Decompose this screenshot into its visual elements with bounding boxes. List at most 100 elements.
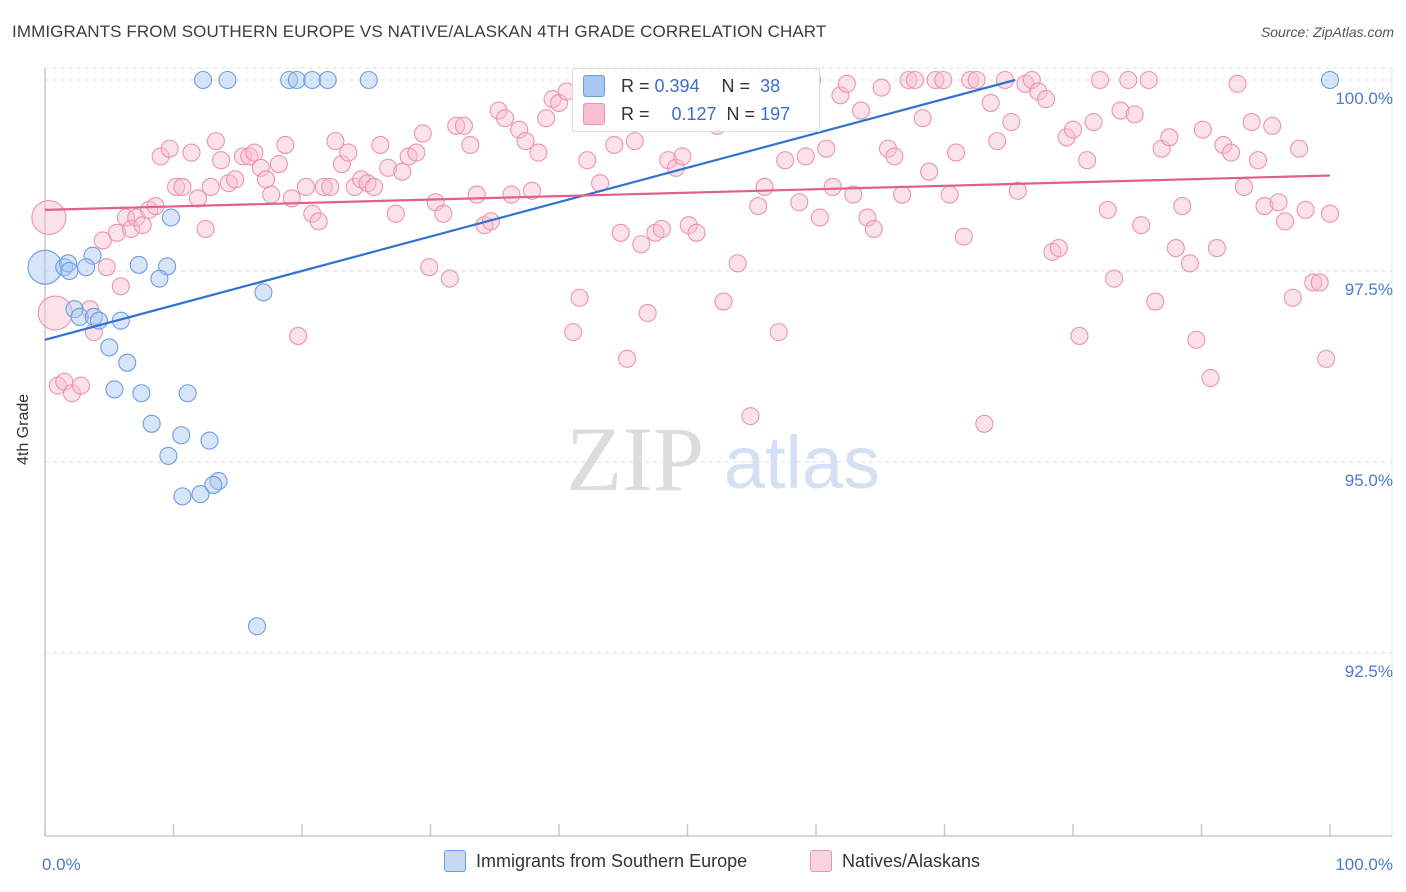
natives-point	[605, 135, 624, 154]
natives-point	[659, 151, 678, 170]
natives-point	[188, 189, 207, 208]
natives-point	[420, 258, 439, 277]
natives-point	[755, 177, 774, 197]
immigrants-point	[105, 380, 124, 399]
natives-point	[885, 147, 904, 166]
natives-point	[975, 414, 994, 433]
natives-point	[371, 135, 390, 154]
natives-point	[256, 170, 276, 189]
natives-point	[1146, 292, 1165, 311]
immigrants-point	[200, 431, 219, 450]
natives-point	[790, 193, 809, 212]
natives-point	[947, 143, 966, 162]
r-label: R =	[621, 103, 650, 124]
natives-point	[1320, 204, 1340, 223]
n-value-pink: 197	[760, 103, 791, 124]
natives-point	[321, 177, 340, 197]
natives-point	[872, 78, 891, 97]
immigrants-point	[132, 384, 151, 403]
natives-point	[741, 407, 760, 426]
natives-point	[332, 154, 351, 174]
natives-point	[111, 277, 130, 296]
natives-point	[1269, 193, 1288, 212]
natives-point	[837, 74, 856, 93]
stats-row-pink: R = 0.127 N = 197	[583, 103, 790, 125]
natives-point	[961, 70, 980, 90]
natives-point	[97, 258, 116, 277]
natives-point	[728, 254, 747, 273]
natives-point	[1290, 139, 1309, 158]
natives-point	[934, 70, 953, 90]
natives-point	[1180, 254, 1199, 273]
natives-point	[1002, 112, 1021, 132]
n-value-blue: 38	[760, 75, 781, 96]
immigrants-points	[27, 70, 1340, 636]
natives-point	[864, 219, 883, 239]
natives-point	[940, 185, 959, 204]
natives-point	[776, 151, 795, 170]
natives-point	[339, 143, 358, 162]
natives-point	[570, 288, 589, 307]
x-tick-label-min: 0.0%	[42, 855, 81, 874]
natives-point	[1166, 239, 1185, 258]
natives-point	[1234, 177, 1253, 197]
y-tick-label: 92.5%	[1345, 662, 1393, 681]
natives-point	[1193, 120, 1212, 139]
natives-point	[116, 208, 136, 227]
natives-point	[226, 170, 245, 189]
natives-point	[206, 132, 225, 151]
natives-point	[1304, 273, 1323, 292]
y-tick-label: 97.5%	[1345, 280, 1393, 299]
natives-point	[893, 185, 912, 204]
natives-point	[211, 151, 231, 170]
legend-pink-swatch-icon	[810, 850, 832, 872]
immigrants-point	[318, 70, 337, 90]
natives-point	[679, 216, 698, 235]
natives-point	[196, 219, 215, 239]
natives-point	[182, 143, 201, 162]
natives-point	[1296, 200, 1315, 219]
natives-point	[1248, 151, 1268, 170]
natives-point	[652, 219, 671, 239]
natives-point	[831, 86, 850, 105]
natives-point	[107, 223, 127, 242]
natives-point	[467, 185, 486, 204]
natives-point	[899, 70, 918, 90]
natives-point	[926, 70, 945, 90]
natives-point	[269, 154, 288, 174]
natives-point	[1029, 82, 1048, 101]
natives-point	[769, 323, 788, 342]
natives-point	[160, 139, 179, 158]
natives-point	[858, 208, 877, 227]
immigrants-point	[172, 426, 191, 445]
r-value-pink: 0.127	[671, 103, 717, 124]
natives-point	[537, 109, 556, 128]
watermark-atlas: atlas	[724, 421, 880, 504]
natives-point	[489, 101, 508, 120]
natives-point	[502, 185, 521, 204]
legend-blue-swatch-icon	[444, 850, 466, 872]
r-label: R =	[621, 75, 650, 96]
natives-point	[796, 147, 815, 166]
natives-point	[93, 231, 112, 250]
natives-point	[844, 185, 863, 204]
immigrants-point	[287, 70, 306, 90]
legend-label-natives: Natives/Alaskans	[842, 850, 981, 871]
natives-point	[276, 135, 295, 154]
immigrants-point	[59, 254, 78, 273]
natives-point	[1139, 70, 1158, 90]
natives-point	[1119, 70, 1138, 90]
immigrants-point	[77, 258, 96, 277]
natives-point	[632, 235, 651, 254]
natives-point	[326, 132, 345, 151]
blue-swatch-icon	[583, 75, 605, 97]
legend-item-natives[interactable]: Natives/Alaskans	[810, 850, 980, 872]
immigrants-point	[159, 446, 178, 465]
natives-point	[810, 208, 829, 227]
legend-item-immigrants[interactable]: Immigrants from Southern Europe	[444, 850, 747, 872]
natives-point	[1173, 197, 1192, 216]
immigrants-point	[218, 70, 237, 90]
natives-point	[1084, 112, 1103, 132]
natives-point	[1283, 288, 1302, 307]
